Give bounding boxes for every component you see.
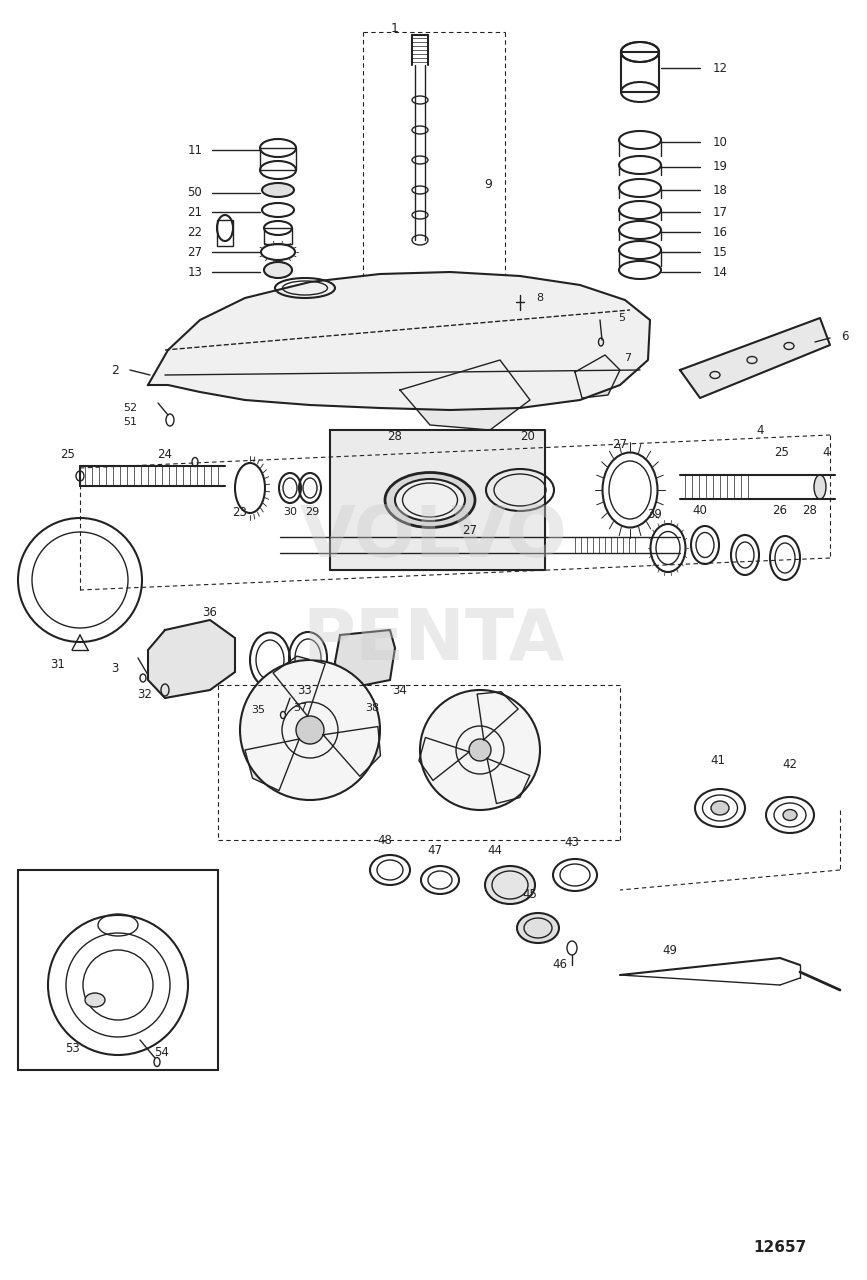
Text: 8: 8 <box>537 293 544 303</box>
Circle shape <box>420 690 540 810</box>
Text: 28: 28 <box>388 430 402 443</box>
Polygon shape <box>400 360 530 430</box>
Text: 15: 15 <box>713 246 727 259</box>
Text: 46: 46 <box>552 959 568 972</box>
Polygon shape <box>148 620 235 698</box>
Polygon shape <box>330 430 545 570</box>
Text: 54: 54 <box>154 1046 169 1059</box>
Text: 5: 5 <box>618 314 625 323</box>
Text: PENTA: PENTA <box>303 605 564 675</box>
Text: 39: 39 <box>648 508 662 521</box>
Text: 13: 13 <box>187 265 202 279</box>
Text: 7: 7 <box>624 353 631 364</box>
Text: 6: 6 <box>841 329 849 343</box>
Text: 50: 50 <box>187 187 202 200</box>
Polygon shape <box>335 630 395 690</box>
Text: 11: 11 <box>187 143 203 156</box>
Ellipse shape <box>385 472 475 527</box>
Polygon shape <box>575 355 620 398</box>
Bar <box>18 870 218 1070</box>
Text: 10: 10 <box>713 136 727 148</box>
Polygon shape <box>273 657 325 717</box>
Polygon shape <box>680 317 830 398</box>
Text: 4: 4 <box>756 424 764 436</box>
Text: 29: 29 <box>305 507 319 517</box>
Text: 19: 19 <box>713 160 727 174</box>
Text: 18: 18 <box>713 183 727 197</box>
Ellipse shape <box>85 993 105 1007</box>
Ellipse shape <box>262 183 294 197</box>
Ellipse shape <box>783 809 797 820</box>
Text: 34: 34 <box>393 684 407 696</box>
Bar <box>217 220 233 246</box>
Bar <box>621 52 659 92</box>
Text: 35: 35 <box>251 705 265 716</box>
Text: 27: 27 <box>462 524 478 536</box>
Text: 48: 48 <box>377 833 393 846</box>
Polygon shape <box>323 727 381 776</box>
Text: 28: 28 <box>803 503 818 517</box>
Polygon shape <box>148 271 650 410</box>
Text: 9: 9 <box>484 178 492 192</box>
Text: 1: 1 <box>391 22 399 35</box>
Ellipse shape <box>711 801 729 815</box>
Text: 41: 41 <box>710 754 726 767</box>
Text: 27: 27 <box>612 438 628 451</box>
Text: VOLVO: VOLVO <box>299 503 568 572</box>
Text: 25: 25 <box>60 448 75 462</box>
Text: 45: 45 <box>523 888 538 901</box>
Text: 53: 53 <box>65 1042 80 1055</box>
Polygon shape <box>477 691 518 740</box>
Text: 31: 31 <box>50 658 65 672</box>
Ellipse shape <box>395 479 465 521</box>
Text: 51: 51 <box>123 417 137 428</box>
Ellipse shape <box>814 475 826 499</box>
Text: 33: 33 <box>297 684 312 696</box>
Circle shape <box>469 739 491 762</box>
Text: 37: 37 <box>293 703 307 713</box>
Polygon shape <box>419 737 469 781</box>
Text: 40: 40 <box>693 503 707 517</box>
Ellipse shape <box>517 913 559 943</box>
Text: 14: 14 <box>713 265 727 279</box>
Text: 47: 47 <box>427 844 442 856</box>
Circle shape <box>240 660 380 800</box>
Text: 52: 52 <box>123 403 137 413</box>
Text: 20: 20 <box>520 430 536 443</box>
Text: 12657: 12657 <box>753 1240 806 1256</box>
Text: 27: 27 <box>187 246 203 259</box>
Bar <box>264 228 292 244</box>
Polygon shape <box>487 759 530 804</box>
Text: 16: 16 <box>713 225 727 238</box>
Text: 36: 36 <box>203 605 218 618</box>
Text: 30: 30 <box>283 507 297 517</box>
Text: 44: 44 <box>487 844 503 856</box>
Text: 24: 24 <box>158 448 173 462</box>
Bar <box>260 148 296 170</box>
Ellipse shape <box>264 262 292 278</box>
Text: 3: 3 <box>111 662 119 675</box>
Text: 22: 22 <box>187 225 203 238</box>
Text: 4: 4 <box>822 447 830 460</box>
Polygon shape <box>245 739 299 791</box>
Text: 32: 32 <box>138 689 153 701</box>
Text: 23: 23 <box>232 506 247 518</box>
Text: 2: 2 <box>111 364 119 376</box>
Text: 12: 12 <box>713 61 727 74</box>
Text: 25: 25 <box>774 447 790 460</box>
Text: 49: 49 <box>662 943 677 956</box>
Text: 26: 26 <box>772 503 787 517</box>
Ellipse shape <box>485 867 535 904</box>
Text: 21: 21 <box>187 206 203 219</box>
Text: 43: 43 <box>564 837 579 850</box>
Text: 42: 42 <box>783 759 798 772</box>
Text: 17: 17 <box>713 206 727 219</box>
Circle shape <box>296 716 324 744</box>
Text: 38: 38 <box>365 703 379 713</box>
